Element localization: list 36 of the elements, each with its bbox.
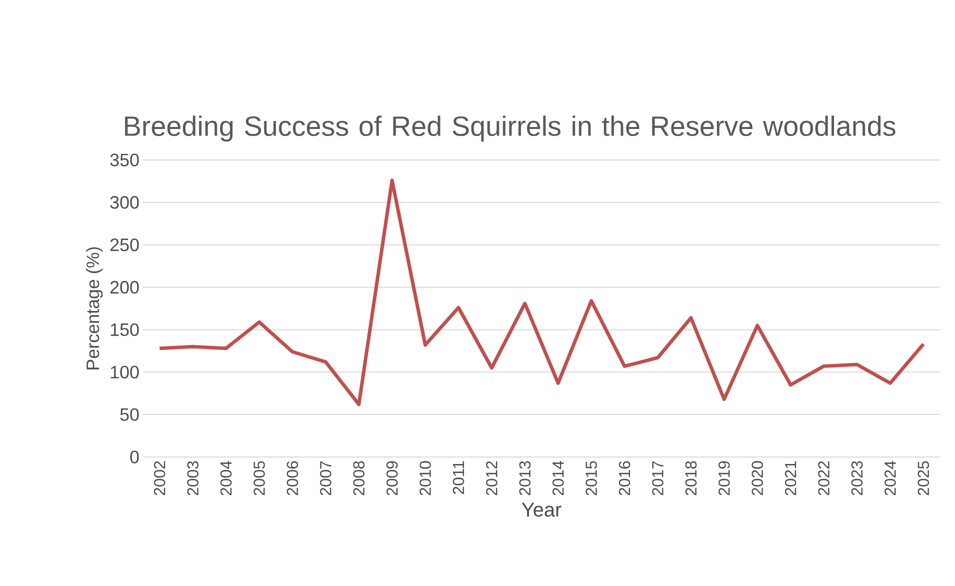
y-axis-title: Percentage (%) <box>86 247 103 370</box>
x-tick-label: 2022 <box>818 461 830 496</box>
x-tick-label: 2010 <box>420 461 431 496</box>
x-tick-label: 2023 <box>851 461 863 496</box>
x-tick-label: 2003 <box>187 461 198 496</box>
y-tick-label: 100 <box>110 366 139 378</box>
y-tick-label: 300 <box>110 196 139 209</box>
x-axis-title: Year <box>522 502 562 517</box>
x-tick-label: 2014 <box>552 460 564 496</box>
x-tick-label: 2009 <box>386 461 398 496</box>
x-tick-label: 2011 <box>452 461 464 494</box>
y-tick-label: 0 <box>130 450 139 464</box>
y-tick-label: 200 <box>110 280 139 294</box>
x-tick-label: 2007 <box>320 461 332 496</box>
x-tick-label: 2015 <box>586 461 597 496</box>
chart-title: Breeding Success of Red Squirrels in the Reserve woodlands <box>125 116 896 142</box>
x-tick-label: 2019 <box>718 461 730 496</box>
x-tick-label: 2025 <box>918 461 930 496</box>
x-tick-label: 2004 <box>220 460 232 496</box>
x-tick-label: 2024 <box>884 460 896 496</box>
x-tick-label: 2005 <box>254 461 265 496</box>
y-tick-label: 350 <box>110 154 139 166</box>
x-tick-label: 2018 <box>685 461 697 496</box>
x-tick-label: 2021 <box>784 461 796 496</box>
line-series <box>158 178 926 406</box>
y-tick-label: 50 <box>120 408 139 421</box>
x-tick-label: 2008 <box>353 461 365 496</box>
y-tick-label: 250 <box>110 238 139 252</box>
x-tick-label: 2006 <box>286 461 298 496</box>
x-tick-label: 2002 <box>154 461 166 496</box>
x-tick-label: 2017 <box>652 461 664 496</box>
x-tick-label: 2012 <box>486 461 498 496</box>
y-tick-label: 150 <box>110 323 139 336</box>
x-tick-label: 2020 <box>752 461 764 496</box>
x-tick-label: 2016 <box>618 461 630 496</box>
x-tick-label: 2013 <box>519 461 531 496</box>
